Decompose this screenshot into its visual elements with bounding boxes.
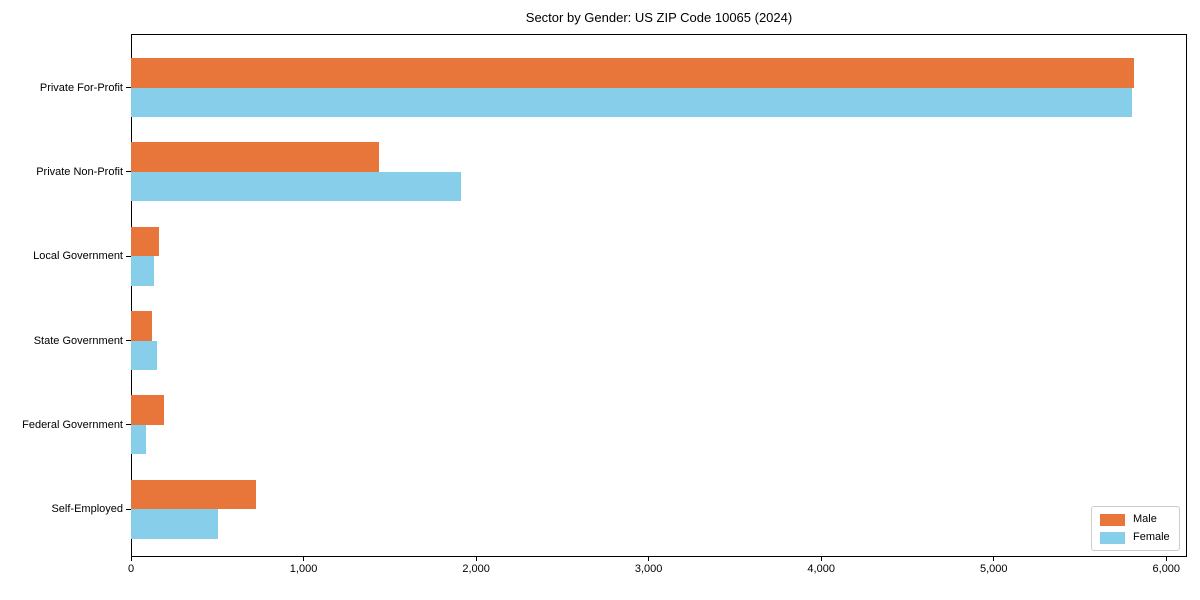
x-tick-label-4000: 4,000: [807, 563, 835, 575]
x-tick: [1165, 557, 1167, 561]
x-tick-label-1000: 1,000: [289, 563, 318, 575]
legend-item-female: Female: [1100, 531, 1170, 544]
category-label-private-for-profit: Private For-Profit: [39, 81, 123, 94]
x-tick-label-5000: 5,000: [979, 563, 1008, 575]
x-tick: [993, 557, 995, 561]
x-tick-label-3000: 3,000: [634, 563, 663, 575]
bar-male-federal-government: [131, 395, 164, 425]
category-label-local-government: Local Government: [33, 250, 123, 263]
y-tick: [126, 424, 131, 426]
bar-male-private-for-profit: [131, 58, 1135, 88]
y-tick: [126, 87, 131, 89]
bar-female-state-government: [131, 340, 157, 370]
bar-female-federal-government: [131, 424, 146, 455]
bar-female-private-for-profit: [131, 87, 1132, 118]
plot-area: [131, 34, 1187, 557]
x-tick: [820, 557, 822, 561]
legend-label-female: Female: [1133, 531, 1170, 543]
x-tick: [475, 557, 477, 561]
category-label-private-non-profit: Private Non-Profit: [36, 165, 123, 178]
y-tick: [126, 171, 131, 173]
female-color-swatch-icon: [1100, 531, 1125, 544]
x-tick-label-6000: 6,000: [1152, 563, 1181, 575]
x-tick-label-2000: 2,000: [462, 563, 490, 575]
bar-male-private-non-profit: [131, 142, 379, 172]
chart-title: Sector by Gender: US ZIP Code 10065 (202…: [525, 10, 793, 25]
bar-male-state-government: [131, 311, 152, 341]
legend-item-male: Male: [1100, 513, 1170, 526]
category-label-state-government: State Government: [33, 334, 123, 347]
x-tick-label-0: 0: [127, 563, 135, 575]
male-color-swatch-icon: [1100, 513, 1125, 526]
bar-male-local-government: [131, 226, 159, 257]
bar-female-self-employed: [131, 509, 219, 539]
bar-female-private-non-profit: [131, 171, 462, 202]
legend: Male Female: [1091, 506, 1180, 551]
category-label-federal-government: Federal Government: [22, 418, 123, 431]
category-label-self-employed: Self-Employed: [51, 503, 123, 516]
y-tick: [126, 508, 131, 510]
legend-label-male: Male: [1133, 513, 1157, 525]
y-tick: [126, 255, 131, 257]
x-tick: [130, 557, 132, 561]
x-tick: [303, 557, 305, 561]
bar-male-self-employed: [131, 479, 257, 510]
x-tick: [648, 557, 650, 561]
y-tick: [126, 340, 131, 341]
bar-female-local-government: [131, 256, 155, 286]
